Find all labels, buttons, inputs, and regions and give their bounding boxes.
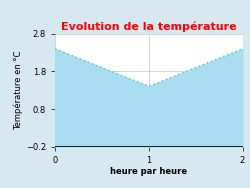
Y-axis label: Température en °C: Température en °C (14, 51, 23, 130)
X-axis label: heure par heure: heure par heure (110, 168, 187, 177)
Title: Evolution de la température: Evolution de la température (61, 21, 236, 32)
